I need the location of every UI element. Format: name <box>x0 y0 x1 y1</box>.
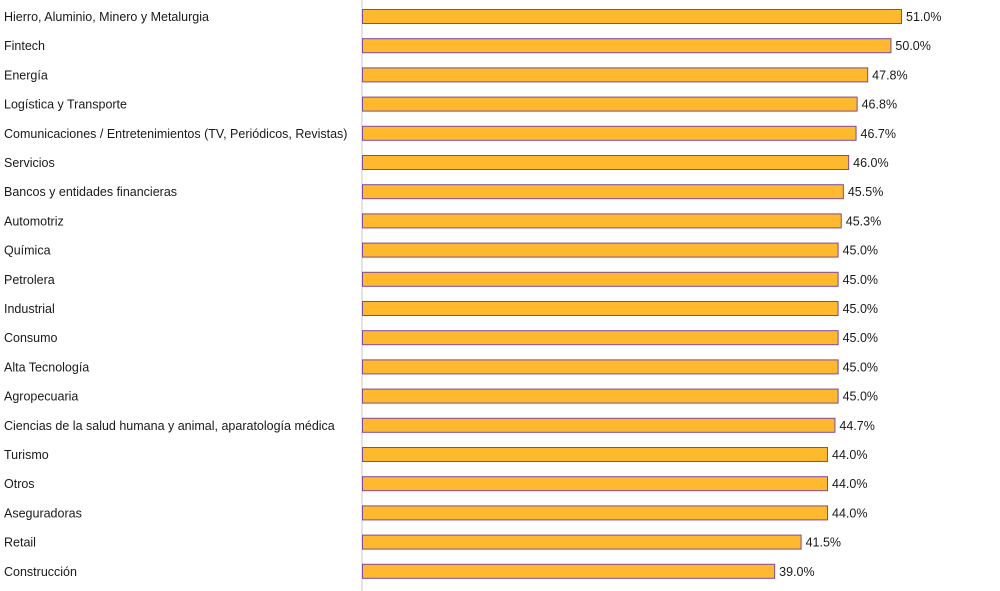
category-labels-group: Hierro, Aluminio, Minero y Metalurgia Fin… <box>4 10 347 579</box>
bar <box>362 96 858 112</box>
category-label: Automotriz <box>4 214 64 228</box>
category-label: Comunicaciones / Entretenimientos (TV, P… <box>4 127 347 141</box>
value-label: 45.0% <box>843 331 878 345</box>
value-label: 46.0% <box>853 156 888 170</box>
value-label: 45.0% <box>843 273 878 287</box>
bar <box>362 271 839 287</box>
value-label: 45.0% <box>843 244 878 258</box>
bar <box>362 388 839 404</box>
bar <box>362 359 839 375</box>
category-label: Aseguradoras <box>4 506 82 520</box>
category-label: Hierro, Aluminio, Minero y Metalurgia <box>4 10 209 24</box>
category-label: Agropecuaria <box>4 390 78 404</box>
category-label: Turismo <box>4 448 49 462</box>
bar <box>362 447 829 462</box>
value-label: 46.7% <box>861 127 896 141</box>
bar <box>362 213 842 229</box>
value-label: 45.0% <box>843 390 878 404</box>
category-label: Logística y Transporte <box>4 98 127 112</box>
value-label: 45.3% <box>846 214 881 228</box>
category-label: Industrial <box>4 302 55 316</box>
value-labels-group: 51.0% 50.0% 47.8% 46.8% 46.7% 46.0% 45.5% 45.3%… <box>779 10 941 579</box>
bar <box>362 563 776 579</box>
bar <box>362 301 839 316</box>
category-label: Construcción <box>4 565 77 579</box>
value-label: 50.0% <box>895 39 930 53</box>
bar <box>362 155 850 170</box>
value-label: 44.0% <box>832 506 867 520</box>
value-label: 45.0% <box>843 360 878 374</box>
value-label: 41.5% <box>806 536 841 550</box>
category-label: Petrolera <box>4 273 55 287</box>
category-label: Química <box>4 244 51 258</box>
value-label: 45.5% <box>848 185 883 199</box>
bar <box>362 125 857 141</box>
bar <box>362 330 839 346</box>
category-label: Fintech <box>4 39 45 53</box>
value-label: 39.0% <box>779 565 814 579</box>
bar <box>362 476 829 492</box>
category-label: Retail <box>4 536 36 550</box>
bar <box>362 534 802 550</box>
bar <box>362 184 844 200</box>
value-label: 51.0% <box>906 10 941 24</box>
value-label: 44.0% <box>832 477 867 491</box>
bar <box>362 38 892 54</box>
value-label: 45.0% <box>843 302 878 316</box>
category-label: Energía <box>4 68 48 82</box>
category-label: Otros <box>4 477 35 491</box>
category-label: Ciencias de la salud humana y animal, ap… <box>4 419 335 433</box>
bar <box>362 9 902 24</box>
bar <box>362 67 869 83</box>
value-label: 44.0% <box>832 448 867 462</box>
bar <box>362 505 829 521</box>
category-label: Alta Tecnología <box>4 360 89 374</box>
bars-group <box>362 9 902 579</box>
value-label: 46.8% <box>862 98 897 112</box>
value-label: 47.8% <box>872 68 907 82</box>
value-label: 44.7% <box>839 419 874 433</box>
bar <box>362 417 836 433</box>
bar <box>362 242 839 258</box>
category-label: Servicios <box>4 156 55 170</box>
category-label: Consumo <box>4 331 58 345</box>
category-label: Bancos y entidades financieras <box>4 185 177 199</box>
